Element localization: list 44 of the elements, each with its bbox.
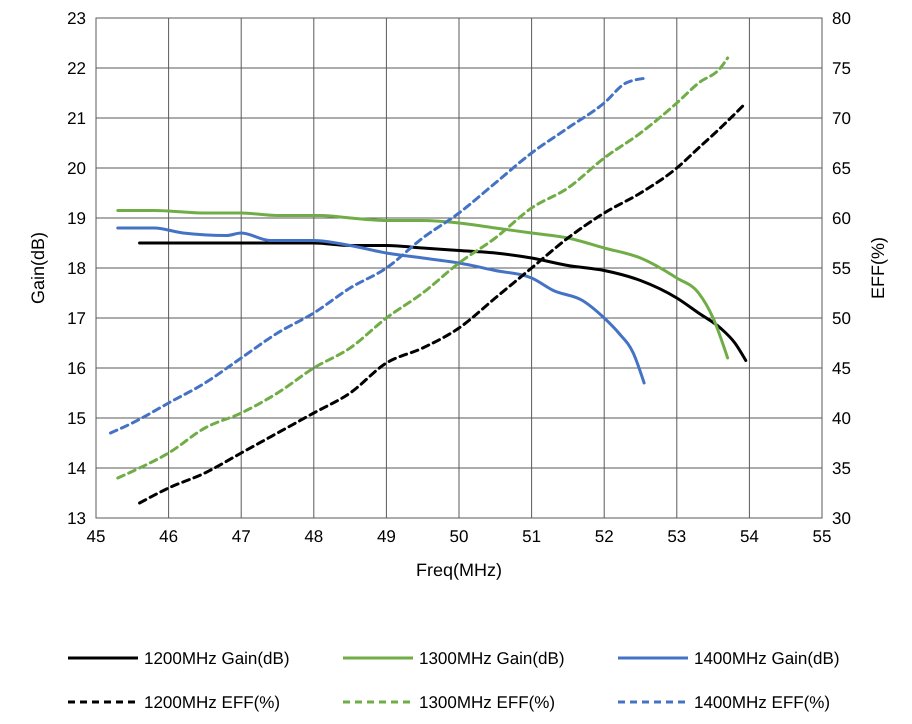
legend-label: 1400MHz Gain(dB) xyxy=(694,649,840,668)
y2-tick-label: 45 xyxy=(832,359,851,378)
y-tick-label: 13 xyxy=(67,509,86,528)
y2-tick-label: 60 xyxy=(832,209,851,228)
x-axis-title: Freq(MHz) xyxy=(416,560,502,580)
legend-label: 1300MHz EFF(%) xyxy=(419,693,556,712)
y2-tick-label: 50 xyxy=(832,309,851,328)
x-tick-label: 50 xyxy=(450,527,468,546)
x-tick-label: 52 xyxy=(594,527,614,546)
y2-tick-label: 40 xyxy=(832,409,851,428)
y-tick-label: 22 xyxy=(67,59,86,78)
y-tick-label: 18 xyxy=(67,259,86,278)
y2-tick-label: 80 xyxy=(832,9,851,28)
y2-tick-label: 30 xyxy=(832,509,851,528)
x-tick-label: 54 xyxy=(740,527,759,546)
x-tick-label: 53 xyxy=(667,527,686,546)
y-tick-label: 15 xyxy=(67,409,86,428)
legend-label: 1200MHz EFF(%) xyxy=(144,693,280,712)
legend-label: 1200MHz Gain(dB) xyxy=(144,649,290,668)
line-series xyxy=(116,226,646,384)
x-tick-label: 55 xyxy=(812,527,832,546)
y2-tick-label: 75 xyxy=(832,59,851,78)
y-tick-label: 17 xyxy=(67,309,86,328)
y-tick-label: 21 xyxy=(67,109,86,128)
y2-tick-label: 35 xyxy=(832,459,851,478)
y-tick-label: 14 xyxy=(67,459,86,478)
y-axis-title: Gain(dB) xyxy=(28,232,48,304)
y2-tick-label: 55 xyxy=(832,259,851,278)
x-tick-label: 45 xyxy=(86,527,106,546)
y2-tick-label: 70 xyxy=(832,109,851,128)
x-tick-label: 51 xyxy=(522,527,542,546)
line-series xyxy=(116,56,730,480)
legend-label: 1300MHz Gain(dB) xyxy=(419,649,565,668)
y-tick-label: 20 xyxy=(67,159,86,178)
legend-label: 1400MHz EFF(%) xyxy=(694,693,830,712)
y-tick-label: 19 xyxy=(67,209,86,228)
y-tick-label: 16 xyxy=(67,359,86,378)
y2-tick-label: 65 xyxy=(832,159,851,178)
x-tick-label: 46 xyxy=(159,527,178,546)
x-tick-label: 48 xyxy=(304,527,324,546)
x-tick-label: 49 xyxy=(376,527,396,546)
y2-axis-title: EFF(%) xyxy=(868,237,888,299)
y-tick-label: 23 xyxy=(67,9,86,28)
x-tick-label: 47 xyxy=(232,527,251,546)
